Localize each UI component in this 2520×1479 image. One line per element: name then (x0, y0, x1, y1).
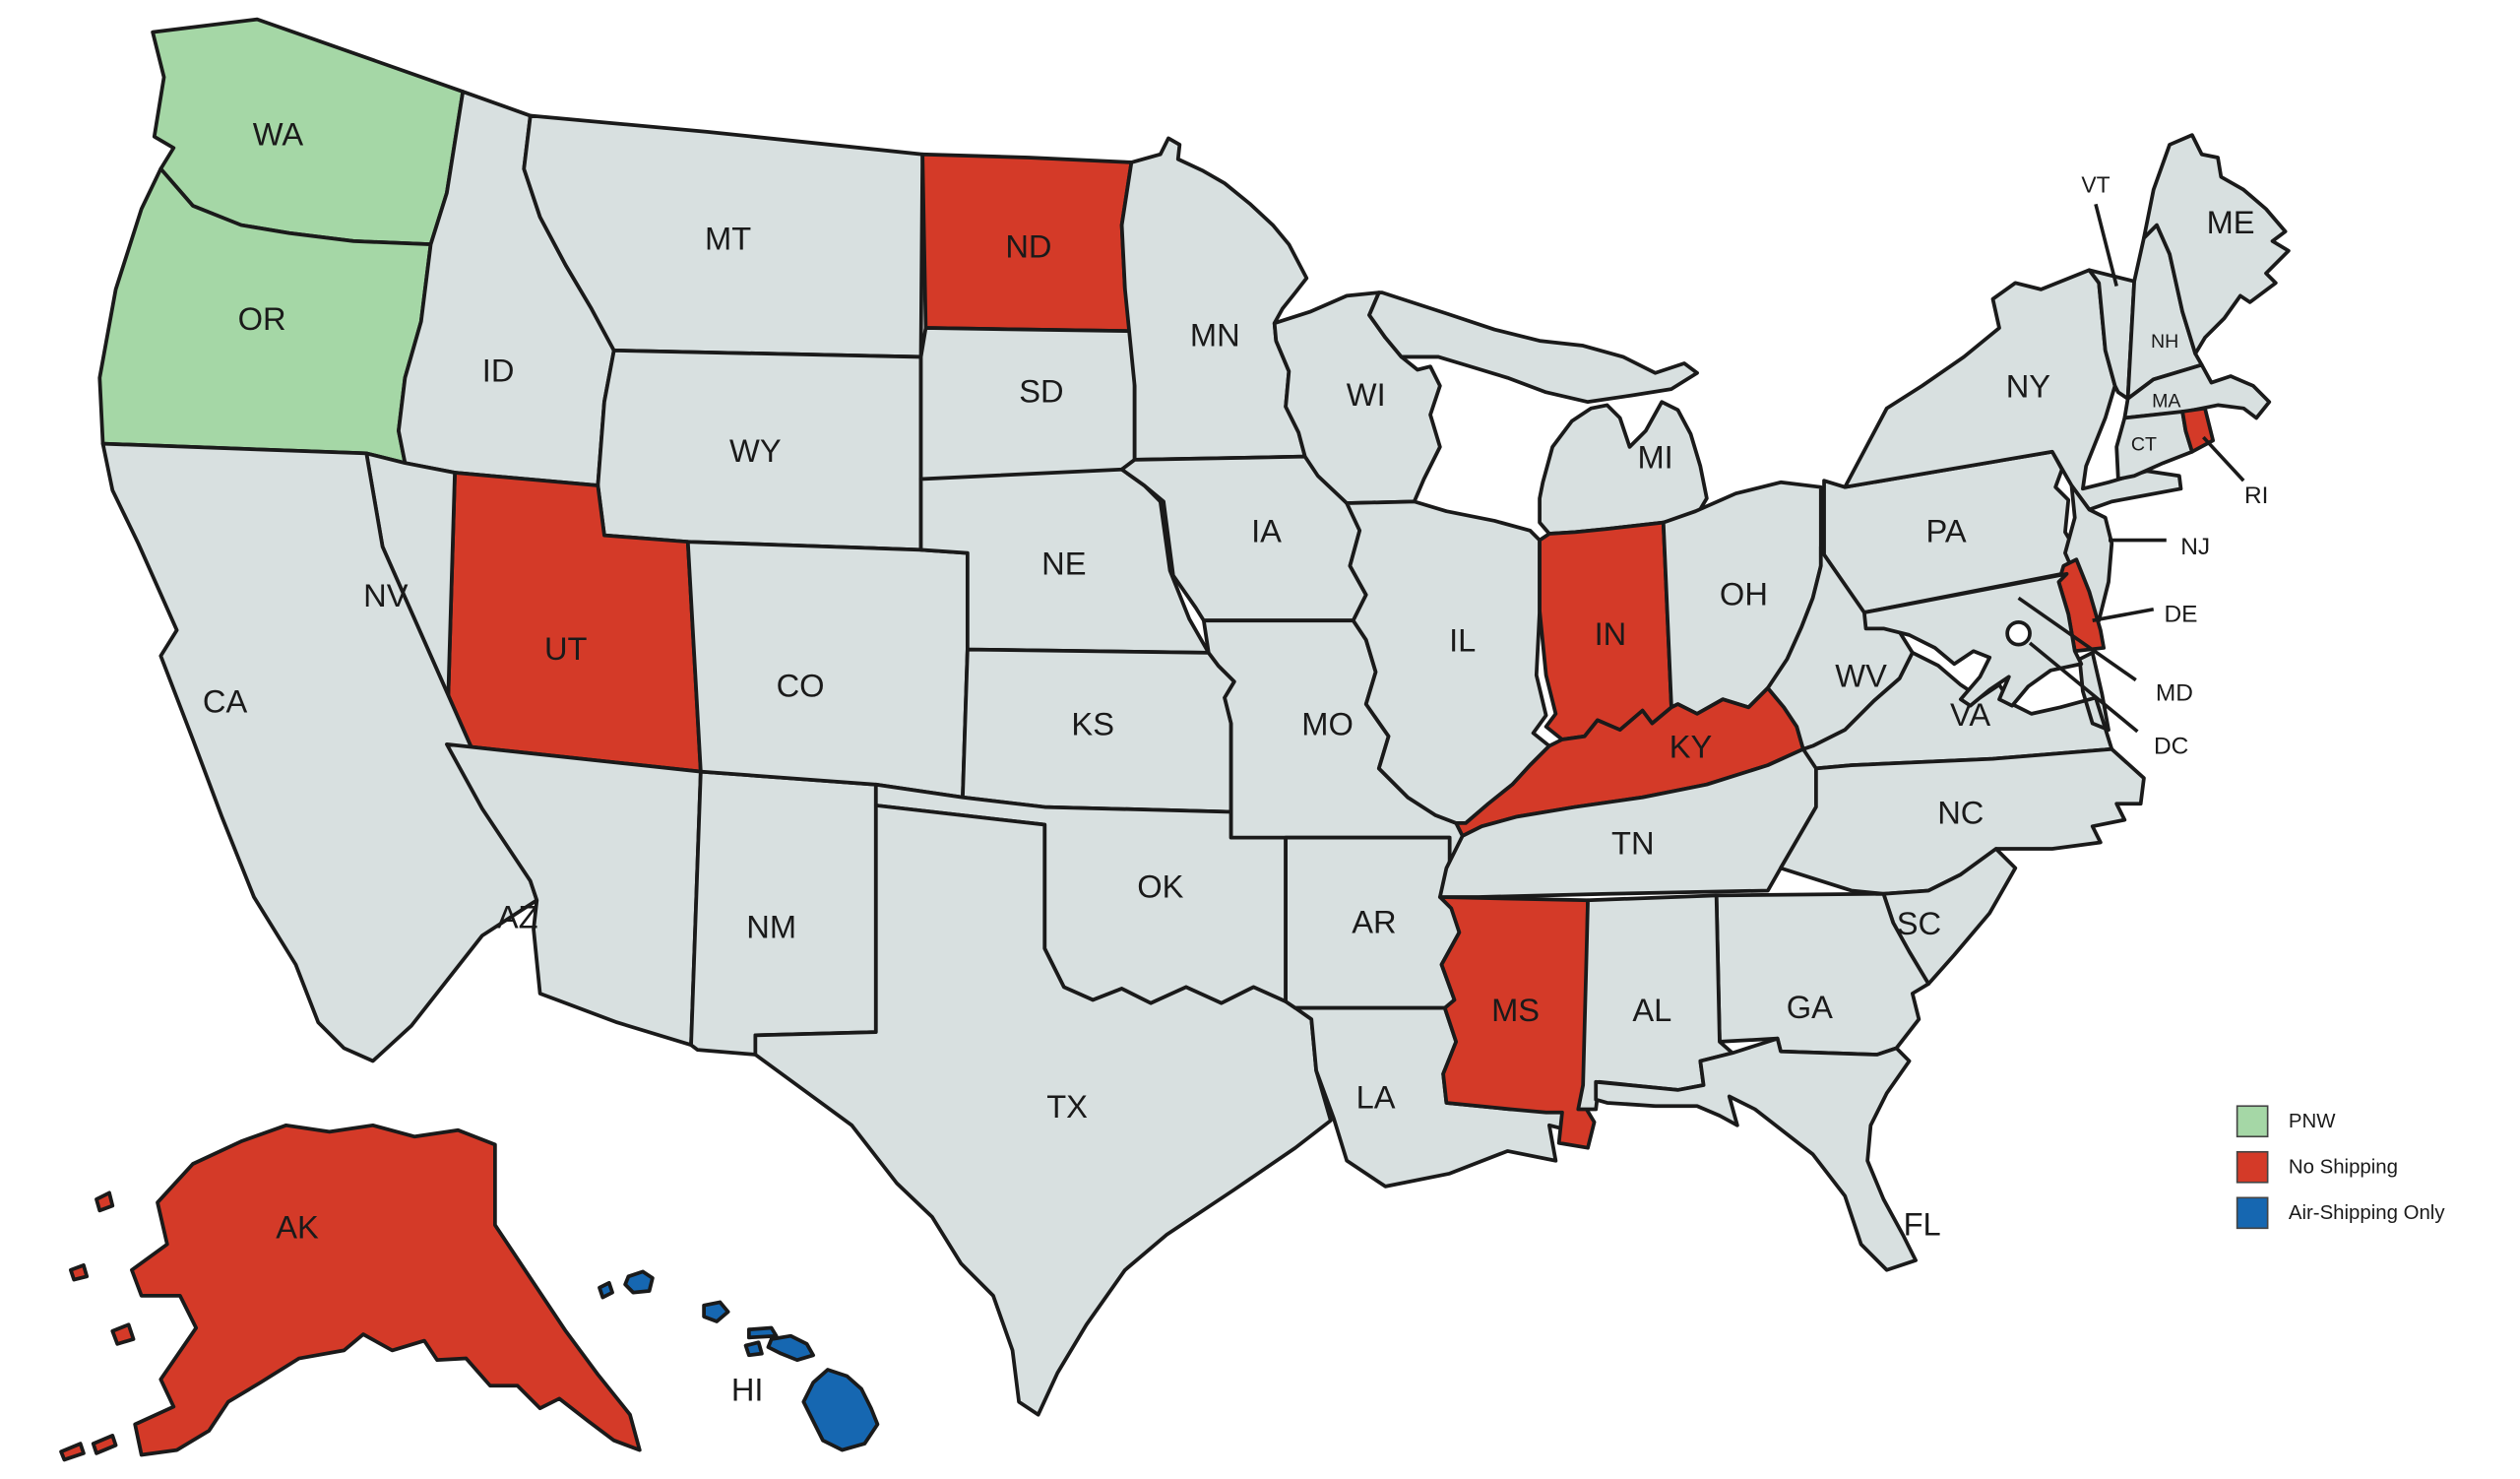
state-shape-AK (59, 1123, 642, 1462)
state-shape-HI (598, 1269, 880, 1452)
leader-line-VT (2094, 203, 2118, 288)
state-label-MI: MI (1637, 439, 1672, 476)
state-label-VA: VA (1950, 696, 1990, 733)
state-label-SD: SD (1019, 373, 1063, 410)
state-label-RI: RI (2244, 482, 2268, 509)
state-label-DE: DE (2164, 602, 2197, 628)
state-shape-TN (1437, 743, 1854, 899)
state-label-NJ: NJ (2180, 534, 2210, 560)
state-label-HI: HI (731, 1371, 764, 1407)
state-shape-ME (2142, 133, 2291, 356)
state-label-AR: AR (1352, 903, 1396, 939)
state-shape-CO (685, 540, 970, 800)
state-label-MN: MN (1190, 316, 1240, 353)
legend-label-air_only: Air-Shipping Only (2289, 1202, 2445, 1224)
state-shape-MD (1861, 571, 2084, 708)
leader-lines (2017, 203, 2245, 734)
state-shapes (59, 17, 2291, 1462)
state-shape-FL (1594, 1036, 1918, 1272)
state-label-KS: KS (1071, 706, 1114, 742)
legend-label-no_shipping: No Shipping (2289, 1156, 2398, 1178)
state-label-CT: CT (2131, 433, 2157, 455)
state-label-NV: NV (363, 577, 409, 613)
state-label-NC: NC (1937, 794, 1984, 830)
state-label-FL: FL (1904, 1205, 1941, 1242)
state-label-IN: IN (1595, 615, 1627, 652)
state-shape-MT (522, 113, 925, 359)
state-label-CA: CA (203, 683, 248, 720)
leader-line-DE (2092, 607, 2155, 622)
legend-swatch-pnw (2236, 1105, 2269, 1138)
state-shape-NC (1779, 746, 2146, 896)
state-label-ND: ND (1005, 228, 1051, 265)
state-label-ME: ME (2207, 204, 2255, 240)
state-label-AK: AK (276, 1209, 319, 1246)
state-label-NE: NE (1041, 545, 1086, 581)
state-shape-TX (753, 804, 1333, 1417)
state-label-OH: OH (1720, 575, 1768, 611)
leader-line-DC (2028, 641, 2139, 734)
state-label-LA: LA (1356, 1078, 1396, 1115)
legend-label-pnw: PNW (2289, 1111, 2336, 1132)
state-label-VT: VT (2081, 171, 2110, 197)
state-label-IA: IA (1251, 513, 1282, 549)
state-shape-MN (1119, 136, 1309, 462)
leader-line-RI (2202, 435, 2245, 482)
state-shape-NY (1843, 268, 2183, 512)
state-label-MO: MO (1301, 706, 1354, 742)
state-label-GA: GA (1787, 989, 1833, 1025)
state-label-TX: TX (1046, 1088, 1088, 1125)
state-label-KY: KY (1670, 728, 1713, 764)
state-shape-MS (1437, 895, 1597, 1150)
dc-circle-marker (2005, 619, 2032, 647)
state-label-MT: MT (705, 221, 751, 257)
state-label-WY: WY (729, 432, 782, 469)
state-label-WI: WI (1347, 376, 1386, 413)
state-label-NH: NH (2151, 331, 2178, 353)
state-label-AL: AL (1632, 992, 1671, 1028)
state-label-WA: WA (253, 115, 304, 152)
state-label-CO: CO (777, 667, 825, 703)
state-label-SC: SC (1897, 905, 1941, 941)
state-label-WV: WV (1835, 658, 1887, 694)
legend-swatch-air_only (2236, 1196, 2269, 1230)
state-label-DC: DC (2154, 734, 2188, 760)
legend: PNW No Shipping Air-Shipping Only (2236, 1105, 2445, 1230)
state-label-MA: MA (2152, 390, 2181, 412)
state-label-NY: NY (2006, 368, 2051, 405)
state-label-PA: PA (1926, 513, 1967, 549)
state-label-IL: IL (1449, 622, 1476, 659)
state-label-NM: NM (746, 908, 796, 944)
state-label-AZ: AZ (497, 898, 538, 934)
state-label-MS: MS (1491, 992, 1540, 1028)
leader-line-MD (2017, 596, 2137, 682)
state-label-TN: TN (1611, 824, 1655, 861)
state-label-ID: ID (482, 352, 515, 388)
state-label-MD: MD (2156, 680, 2193, 707)
state-label-OR: OR (238, 300, 286, 337)
state-label-UT: UT (544, 630, 588, 667)
state-label-OK: OK (1137, 868, 1183, 904)
state-labels: WA OR ID MT WY UT NV CA AZ NM CO ND SD NE KS OK TX MN IA MO… (203, 115, 2269, 1407)
legend-swatch-no_shipping (2236, 1150, 2269, 1184)
